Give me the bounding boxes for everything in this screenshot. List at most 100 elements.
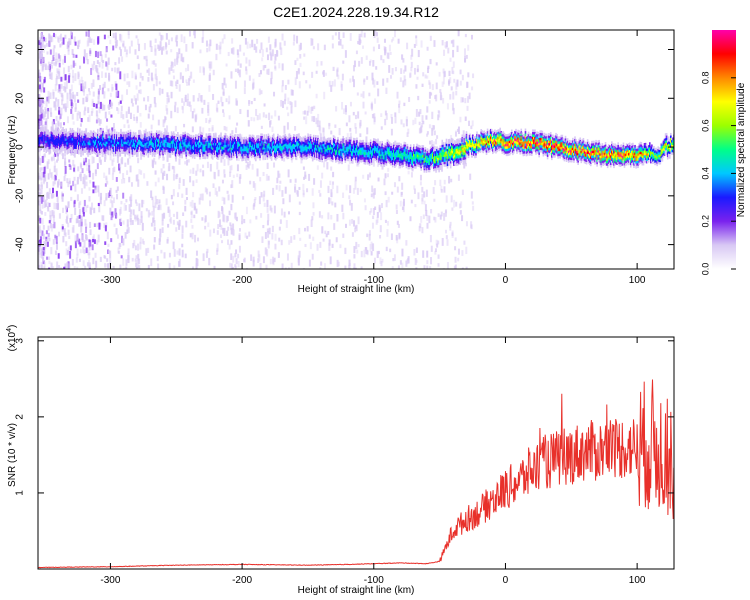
heatmap-cell — [230, 142, 233, 146]
heatmap-cell — [148, 141, 151, 144]
heatmap-cell — [111, 67, 114, 72]
heatmap-cell — [280, 153, 282, 157]
heatmap-cell — [287, 211, 290, 215]
heatmap-cell — [268, 140, 271, 144]
heatmap-cell — [452, 107, 455, 115]
heatmap-cell — [145, 143, 148, 146]
heatmap-cell — [84, 138, 86, 141]
heatmap-cell — [117, 141, 119, 145]
heatmap-cell — [283, 151, 286, 155]
heatmap-cell — [85, 146, 88, 150]
heatmap-cell — [225, 98, 228, 103]
heatmap-cell — [103, 200, 106, 207]
heatmap-cell — [84, 140, 86, 144]
heatmap-cell — [186, 159, 189, 166]
heatmap-cell — [230, 263, 233, 269]
heatmap-cell — [306, 226, 309, 232]
heatmap-cell — [113, 138, 116, 142]
heatmap-cell — [38, 106, 41, 113]
heatmap-cell — [119, 264, 122, 269]
heatmap-cell — [271, 154, 274, 157]
heatmap-cell — [248, 146, 251, 150]
heatmap-cell — [210, 148, 213, 152]
heatmap-cell — [107, 88, 110, 92]
heatmap-cell — [64, 161, 67, 167]
heatmap-cell — [43, 124, 46, 132]
heatmap-cell — [49, 62, 52, 66]
heatmap-cell — [62, 131, 64, 135]
heatmap-cell — [209, 39, 212, 47]
heatmap-cell — [348, 195, 351, 200]
heatmap-cell — [68, 180, 71, 184]
heatmap-cell — [315, 147, 317, 150]
heatmap-cell — [89, 180, 92, 184]
heatmap-cell — [183, 147, 185, 150]
heatmap-cell — [184, 138, 187, 142]
heatmap-cell — [111, 131, 114, 135]
heatmap-cell — [281, 153, 283, 156]
heatmap-cell — [39, 129, 41, 133]
heatmap-cell — [129, 139, 132, 142]
heatmap-cell — [142, 151, 144, 155]
heatmap-cell — [224, 145, 227, 148]
heatmap-cell — [288, 194, 291, 203]
heatmap-cell — [316, 152, 318, 156]
heatmap-cell — [189, 169, 192, 174]
heatmap-cell — [67, 136, 70, 140]
heatmap-cell — [363, 249, 366, 258]
heatmap-cell — [143, 149, 145, 153]
heatmap-cell — [213, 140, 216, 143]
heatmap-cell — [54, 131, 57, 135]
heatmap-cell — [122, 148, 124, 152]
heatmap-cell — [454, 237, 457, 242]
heatmap-cell — [64, 130, 66, 134]
heatmap-cell — [154, 152, 157, 155]
heatmap-cell — [68, 235, 71, 240]
heatmap-cell — [257, 150, 259, 154]
heatmap-cell — [49, 146, 52, 149]
heatmap-cell — [436, 135, 439, 139]
heatmap-cell — [79, 140, 81, 144]
heatmap-cell — [50, 131, 53, 134]
heatmap-cell — [68, 163, 71, 167]
heatmap-cell — [48, 134, 51, 138]
heatmap-cell — [52, 193, 55, 198]
heatmap-cell — [284, 267, 287, 269]
heatmap-cell — [461, 250, 464, 256]
heatmap-cell — [201, 37, 204, 43]
heatmap-cell — [95, 64, 98, 71]
heatmap-cell — [78, 149, 80, 153]
heatmap-cell — [171, 142, 174, 146]
heatmap-cell — [199, 66, 202, 73]
heatmap-cell — [107, 147, 110, 151]
heatmap-cell — [266, 157, 269, 160]
heatmap-cell — [372, 215, 375, 220]
heatmap-cell — [56, 75, 59, 80]
heatmap-cell — [199, 149, 201, 153]
heatmap-cell — [265, 141, 268, 145]
heatmap-cell — [153, 134, 156, 138]
heatmap-cell — [356, 249, 359, 254]
heatmap-cell — [62, 144, 64, 147]
heatmap-cell — [44, 108, 47, 114]
heatmap-cell — [279, 135, 281, 139]
heatmap-cell — [199, 193, 202, 201]
heatmap-cell — [416, 68, 419, 73]
heatmap-cell — [69, 137, 72, 141]
heatmap-cell — [79, 135, 81, 139]
heatmap-cell — [207, 147, 210, 151]
heatmap-cell — [44, 111, 47, 118]
heatmap-cell — [167, 139, 170, 143]
heatmap-cell — [190, 137, 193, 140]
heatmap-cell — [282, 145, 284, 148]
heatmap-cell — [143, 142, 145, 146]
heatmap-cell — [197, 97, 200, 102]
heatmap-cell — [132, 139, 135, 142]
heatmap-cell — [98, 145, 100, 149]
heatmap-cell — [54, 146, 57, 149]
heatmap-cell — [69, 135, 72, 138]
heatmap-cell — [118, 146, 120, 150]
heatmap-cell — [109, 258, 112, 265]
heatmap-cell — [188, 153, 191, 157]
heatmap-cell — [230, 203, 233, 211]
